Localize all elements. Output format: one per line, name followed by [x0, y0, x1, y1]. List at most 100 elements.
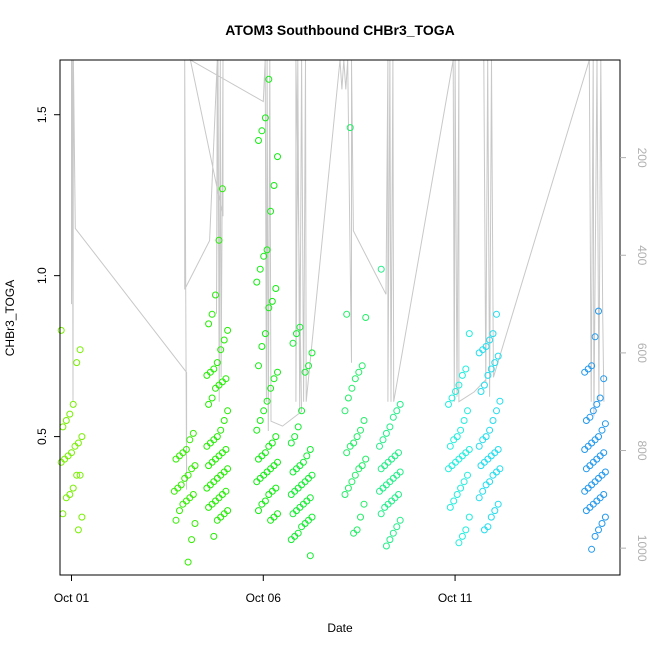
data-point	[382, 429, 390, 437]
data-point	[74, 526, 82, 534]
data-point	[465, 513, 473, 521]
data-point	[362, 455, 370, 463]
data-point	[600, 375, 608, 383]
data-point	[265, 304, 273, 312]
pressure-lines	[71, 59, 605, 490]
data-point	[493, 310, 500, 318]
data-point	[256, 265, 264, 273]
data-point	[393, 407, 401, 415]
data-point	[386, 423, 394, 431]
data-point	[357, 426, 364, 434]
data-point	[298, 407, 306, 415]
data-point	[353, 526, 361, 534]
data-point	[464, 471, 471, 479]
data-point	[268, 439, 276, 447]
data-point	[348, 478, 356, 486]
data-point	[489, 330, 497, 338]
data-point	[205, 503, 213, 511]
data-point	[464, 407, 471, 415]
data-point	[203, 442, 211, 450]
data-point	[270, 375, 278, 383]
data-point	[595, 526, 602, 534]
data-point	[450, 436, 458, 444]
data-point	[350, 439, 358, 447]
data-point	[170, 487, 178, 495]
data-point	[581, 368, 589, 376]
x-axis-label: Date	[327, 621, 353, 635]
data-point	[386, 536, 394, 544]
data-point	[377, 265, 385, 273]
data-point	[66, 491, 74, 498]
data-point	[308, 349, 316, 357]
data-point	[595, 307, 602, 315]
data-point	[376, 442, 383, 450]
data-point	[184, 558, 192, 566]
data-point	[287, 491, 295, 498]
data-point	[78, 433, 86, 441]
data-points	[57, 75, 609, 566]
data-point	[289, 339, 297, 347]
y2-tick-label: 400	[635, 245, 649, 265]
data-point	[484, 371, 492, 379]
data-point	[71, 442, 79, 450]
data-point	[494, 352, 502, 360]
data-point	[213, 359, 221, 367]
data-point	[341, 407, 349, 415]
data-point	[462, 365, 470, 373]
data-point	[445, 465, 452, 473]
data-point	[289, 510, 297, 518]
data-point	[598, 520, 606, 527]
data-point	[176, 507, 183, 515]
data-point	[59, 510, 67, 518]
data-point	[212, 384, 219, 392]
y2-tick-label: 200	[635, 148, 649, 168]
data-point	[353, 433, 361, 441]
data-point	[267, 516, 275, 524]
data-point	[293, 330, 300, 338]
data-point	[377, 465, 385, 473]
data-point	[291, 433, 299, 441]
data-point	[379, 436, 387, 444]
data-point	[203, 371, 211, 379]
data-point	[341, 491, 349, 498]
data-point	[496, 397, 504, 405]
data-point	[460, 417, 468, 424]
data-point	[205, 400, 213, 408]
data-point	[267, 207, 275, 215]
data-point	[215, 236, 223, 244]
data-point	[255, 455, 262, 463]
data-point	[360, 417, 368, 424]
data-point	[480, 381, 488, 389]
data-point	[256, 417, 264, 424]
data-point	[220, 336, 228, 344]
data-point	[188, 536, 196, 544]
pressure-line	[71, 59, 605, 490]
data-point	[360, 500, 368, 508]
data-point	[172, 516, 180, 524]
data-point	[274, 510, 281, 518]
data-point	[450, 497, 458, 505]
data-point	[600, 491, 608, 498]
data-point	[224, 326, 232, 334]
x-axis: Oct 01 Oct 06 Oct 11	[54, 575, 473, 605]
data-point	[582, 465, 590, 473]
data-point	[346, 124, 354, 132]
data-point	[205, 462, 213, 470]
data-point	[460, 478, 468, 486]
data-point	[289, 468, 297, 476]
data-point	[224, 407, 232, 415]
data-point	[298, 523, 306, 531]
data-point	[457, 426, 465, 434]
data-point	[458, 532, 466, 540]
chart-title: ATOM3 Southbound CHBr3_TOGA	[225, 22, 454, 38]
data-point	[376, 487, 383, 495]
data-point	[475, 442, 483, 450]
data-point	[351, 471, 359, 479]
data-point	[253, 478, 261, 486]
data-point	[261, 114, 269, 122]
data-point	[255, 507, 262, 515]
y2-tick-label: 600	[635, 343, 649, 363]
data-point	[582, 507, 590, 515]
data-point	[381, 503, 389, 511]
y2-tick-label: 800	[635, 441, 649, 461]
